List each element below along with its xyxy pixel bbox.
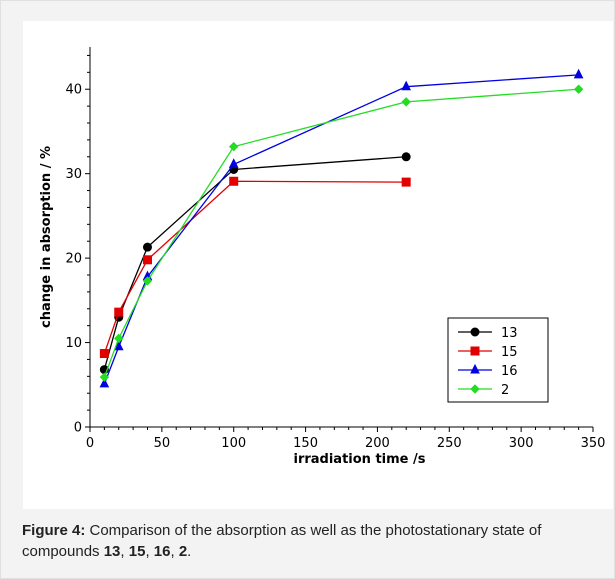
legend-label: 16 (501, 364, 518, 379)
caption-end: . (187, 543, 192, 560)
y-tick-label: 30 (65, 167, 82, 182)
legend-marker (470, 327, 480, 337)
legend-label: 2 (501, 383, 509, 398)
line-chart: change in absorption / % irradiation tim… (39, 47, 606, 467)
series-line-16 (103, 74, 579, 385)
x-tick-label: 300 (509, 436, 534, 451)
data-point-16 (113, 340, 124, 351)
data-point-2 (142, 276, 153, 286)
caption-compound: 2 (178, 543, 188, 560)
data-point-2 (99, 372, 110, 382)
data-point-2 (229, 141, 239, 152)
y-tick-label: 20 (65, 252, 82, 267)
legend-marker (470, 346, 480, 356)
x-tick-label: 200 (365, 436, 390, 451)
data-point-15 (229, 176, 239, 186)
y-tick-label: 10 (65, 336, 82, 351)
x-tick-label: 150 (293, 436, 318, 451)
series-line-2 (103, 88, 579, 378)
x-tick-label: 100 (221, 436, 246, 451)
caption-separator: , (145, 543, 154, 560)
figure-caption: Figure 4: Comparison of the absorption a… (22, 520, 602, 562)
y-axis-label: change in absorption / % (39, 146, 54, 328)
data-point-13 (142, 242, 152, 252)
legend-marker (470, 363, 480, 374)
data-point-15 (142, 255, 152, 265)
x-tick-label: 250 (437, 436, 462, 451)
data-point-15 (114, 307, 124, 317)
caption-separator: , (170, 543, 179, 560)
caption-label: Figure 4: (22, 522, 86, 539)
x-tick-label: 350 (581, 436, 606, 451)
data-point-2 (401, 97, 411, 107)
data-point-16 (228, 158, 239, 168)
caption-separator: , (120, 543, 129, 560)
series-line-15 (103, 180, 407, 354)
data-point-13 (401, 152, 411, 162)
x-tick-label: 50 (154, 436, 171, 451)
chart-area: change in absorption / % irradiation tim… (23, 21, 613, 509)
caption-compound: 16 (153, 543, 171, 560)
x-axis-label: irradiation time /s (293, 452, 425, 467)
caption-compound: 13 (103, 543, 121, 560)
x-tick-label: 0 (86, 436, 94, 451)
legend-marker (470, 384, 480, 394)
data-point-16 (573, 68, 584, 79)
y-tick-label: 40 (65, 83, 82, 98)
data-point-2 (573, 84, 584, 94)
legend-label: 15 (501, 345, 518, 360)
legend-label: 13 (501, 326, 518, 341)
data-point-16 (401, 80, 411, 91)
caption-compound: 15 (128, 543, 146, 560)
y-tick-label: 0 (74, 421, 82, 436)
data-point-15 (401, 177, 411, 187)
data-point-2 (114, 333, 124, 344)
data-point-16 (99, 377, 110, 388)
data-point-15 (99, 349, 109, 359)
caption-text: Comparison of the absorption as well as … (22, 522, 542, 560)
